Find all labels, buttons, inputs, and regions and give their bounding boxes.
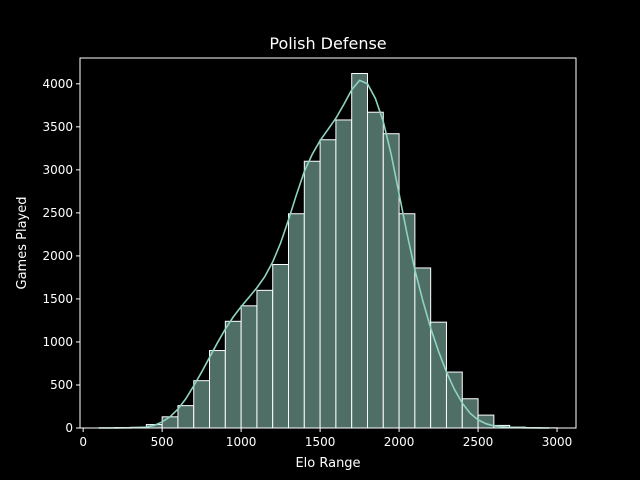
- histogram-bar: [382, 133, 400, 429]
- histogram-bar: [161, 416, 179, 429]
- y-tick-label: 4000: [42, 77, 73, 91]
- histogram-bar: [414, 267, 432, 429]
- histogram-bar: [303, 160, 321, 429]
- y-axis-label: Games Played: [15, 197, 30, 290]
- y-tick-label: 2000: [42, 249, 73, 263]
- y-tick-label: 3000: [42, 163, 73, 177]
- histogram-bar: [366, 111, 384, 429]
- histogram-bar: [193, 380, 211, 429]
- y-tick-label: 500: [50, 378, 73, 392]
- histogram-bar: [224, 320, 242, 429]
- histogram-bar: [288, 213, 305, 429]
- histogram-bar: [319, 139, 337, 429]
- x-axis-label: Elo Range: [295, 456, 360, 471]
- kde-curve: [98, 79, 550, 429]
- x-axis-ticks: 0 500 1000 1500 2000 2500 3000: [79, 428, 572, 449]
- y-tick-label: 1500: [42, 292, 73, 306]
- plot-frame: [79, 57, 577, 429]
- bars-layer: [98, 72, 558, 429]
- histogram-bar: [177, 405, 195, 429]
- histogram-bar: [398, 213, 416, 429]
- x-tick-label: 1500: [305, 435, 336, 449]
- histogram-bar: [272, 264, 290, 429]
- chart-title: Polish Defense: [269, 34, 386, 53]
- x-tick-label: 0: [79, 435, 87, 449]
- x-tick-label: 2000: [384, 435, 415, 449]
- y-tick-label: 0: [65, 421, 73, 435]
- histogram-bar: [256, 289, 274, 429]
- x-tick-label: 3000: [542, 435, 573, 449]
- x-tick-label: 500: [151, 435, 174, 449]
- histogram-bar: [240, 305, 258, 429]
- x-tick-label: 1000: [226, 435, 257, 449]
- x-tick-label: 2500: [463, 435, 494, 449]
- histogram-bar: [430, 321, 447, 429]
- histogram-bar: [351, 72, 368, 429]
- y-tick-label: 1000: [42, 335, 73, 349]
- y-tick-label: 2500: [42, 206, 73, 220]
- histogram-bar: [209, 350, 226, 429]
- y-axis-ticks: 0 500 1000 1500 2000 2500 3000 3500 4000: [42, 77, 80, 435]
- histogram-bar: [335, 119, 353, 429]
- y-tick-label: 3500: [42, 120, 73, 134]
